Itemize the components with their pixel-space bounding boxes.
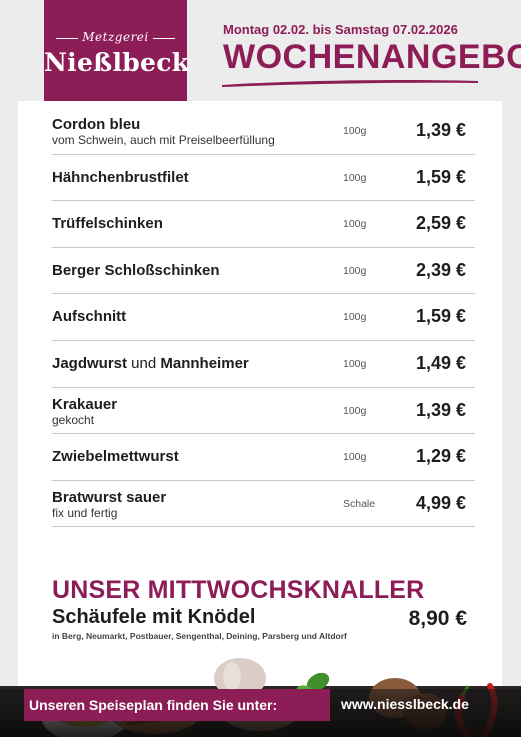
item-name: Jagdwurst und Mannheimer [52, 355, 249, 372]
item-price: 2,39 € [415, 259, 466, 280]
offer-row: Hähnchenbrustfilet 100g 1,59 € [52, 155, 475, 202]
website-link[interactable]: www.niesslbeck.de [341, 696, 469, 712]
wednesday-special-heading: UNSER MITTWOCHSKNALLER [52, 576, 425, 604]
page-title: WOCHENANGEBOT [223, 38, 521, 76]
item-name-part: Jagdwurst [52, 354, 128, 372]
item-unit: 100g [343, 404, 367, 417]
item-price: 1,39 € [415, 399, 466, 420]
item-name: Aufschnitt [52, 308, 127, 326]
item-unit: 100g [343, 218, 367, 231]
item-price: 1,59 € [415, 306, 466, 327]
title-underline-swoosh [222, 80, 478, 87]
item-unit: 100g [343, 451, 367, 464]
item-description: gekocht [52, 412, 95, 427]
item-description: vom Schwein, auch mit Preiselbeerfüllung [52, 133, 275, 147]
offer-row: Aufschnitt 100g 1,59 € [52, 294, 475, 341]
item-price: 4,99 € [415, 492, 466, 513]
item-price: 1,29 € [415, 446, 466, 467]
item-name-conjunction: und [127, 354, 161, 372]
item-unit: 100g [343, 125, 367, 137]
logo-ornament-line [153, 38, 175, 39]
offer-row: Cordon bleu vom Schwein, auch mit Preise… [52, 108, 475, 155]
offer-row: Bratwurst sauer fix und fertig Schale 4,… [52, 481, 475, 528]
item-unit: 100g [343, 264, 367, 277]
logo-subtitle: Metzgerei [82, 30, 149, 44]
item-unit: Schale [343, 497, 376, 510]
item-price: 1,59 € [415, 166, 466, 187]
item-name: Trüffelschinken [52, 215, 163, 233]
offer-row: Zwiebelmettwurst 100g 1,29 € [52, 434, 475, 481]
logo-ornament-line [56, 38, 78, 39]
menu-plan-label: Unseren Speiseplan finden Sie unter: [24, 689, 330, 721]
item-name: Krakauer [52, 395, 118, 413]
wednesday-special-price: 8,90 € [408, 607, 467, 630]
item-name: Hähnchenbrustfilet [52, 168, 189, 186]
item-name: Zwiebelmettwurst [52, 448, 179, 466]
item-price: 1,39 € [415, 120, 466, 140]
offer-list: Cordon bleu vom Schwein, auch mit Preise… [52, 108, 475, 528]
item-name: Bratwurst sauer [52, 488, 167, 506]
offer-row: Trüffelschinken 100g 2,59 € [52, 201, 475, 248]
item-name: Berger Schloßschinken [52, 261, 220, 279]
item-unit: 100g [343, 171, 367, 184]
item-price: 1,49 € [415, 352, 466, 373]
wednesday-special-dish: Schäufele mit Knödel [52, 606, 256, 628]
logo-name: Nießlbeck [44, 48, 190, 77]
offer-date-range: Montag 02.02. bis Samstag 07.02.2026 [223, 22, 458, 37]
item-unit: 100g [343, 357, 367, 370]
item-price: 2,59 € [415, 213, 466, 234]
offer-row: Berger Schloßschinken 100g 2,39 € [52, 248, 475, 295]
offer-row: Krakauer gekocht 100g 1,39 € [52, 388, 475, 435]
offer-row: Jagdwurst und Mannheimer 100g 1,49 € [52, 341, 475, 388]
item-unit: 100g [343, 311, 367, 324]
item-name: Cordon bleu [52, 116, 141, 133]
brand-logo[interactable]: Metzgerei Nießlbeck [44, 0, 190, 110]
item-name-part: Mannheimer [160, 354, 249, 372]
wednesday-special-locations: in Berg, Neumarkt, Postbauer, Sengenthal… [52, 631, 347, 641]
item-description: fix und fertig [52, 505, 118, 520]
